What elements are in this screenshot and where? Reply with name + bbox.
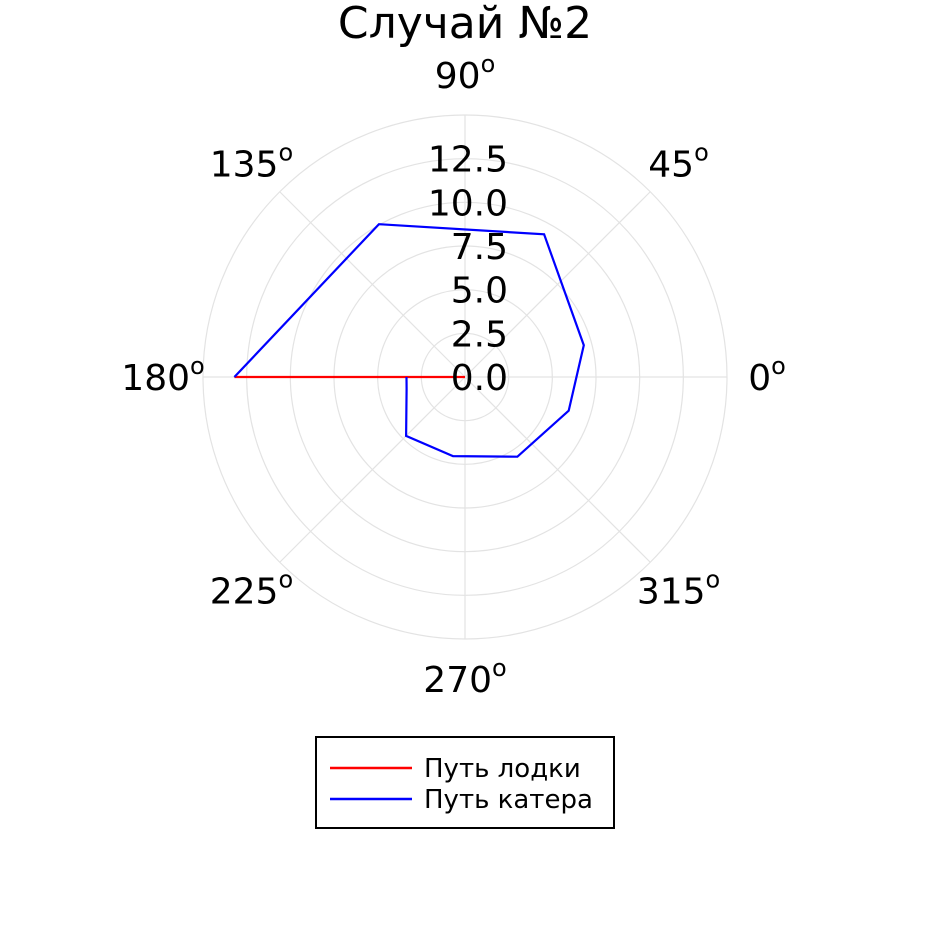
angle-tick-label: 90o: [435, 50, 496, 97]
radial-tick-label: 0.0: [451, 358, 508, 399]
chart-title: Случай №2: [338, 0, 592, 49]
grid-spoke: [464, 376, 651, 563]
radial-tick-label: 10.0: [428, 183, 508, 224]
angle-tick-label: 315o: [637, 566, 720, 613]
radial-tick-labels: 0.02.55.07.510.012.5: [428, 140, 508, 399]
legend: Путь лодки Путь катера: [315, 736, 615, 829]
legend-box: [315, 736, 615, 829]
radial-tick-label: 2.5: [451, 314, 508, 355]
angle-tick-label: 45o: [648, 138, 709, 185]
angle-tick-label: 225o: [210, 566, 293, 613]
angle-tick-label: 270o: [423, 654, 506, 701]
series-layer: [233, 223, 585, 458]
grid-spoke: [279, 376, 466, 563]
grid-spoke: [464, 191, 651, 378]
angle-tick-label: 0o: [748, 352, 786, 399]
series-line-1: [233, 223, 585, 458]
grid-spoke: [279, 191, 466, 378]
radial-tick-label: 5.0: [451, 271, 508, 312]
radial-tick-label: 7.5: [451, 227, 508, 268]
angle-tick-label: 135o: [210, 138, 293, 185]
radial-tick-label: 12.5: [428, 140, 508, 181]
angle-tick-labels: 0o 45o 90o 135o 180o 225o 270o 315o: [121, 50, 786, 701]
legend-label-launch: Путь катера: [424, 785, 593, 815]
legend-label-boat: Путь лодки: [424, 754, 581, 784]
angle-tick-label: 180o: [121, 352, 204, 399]
